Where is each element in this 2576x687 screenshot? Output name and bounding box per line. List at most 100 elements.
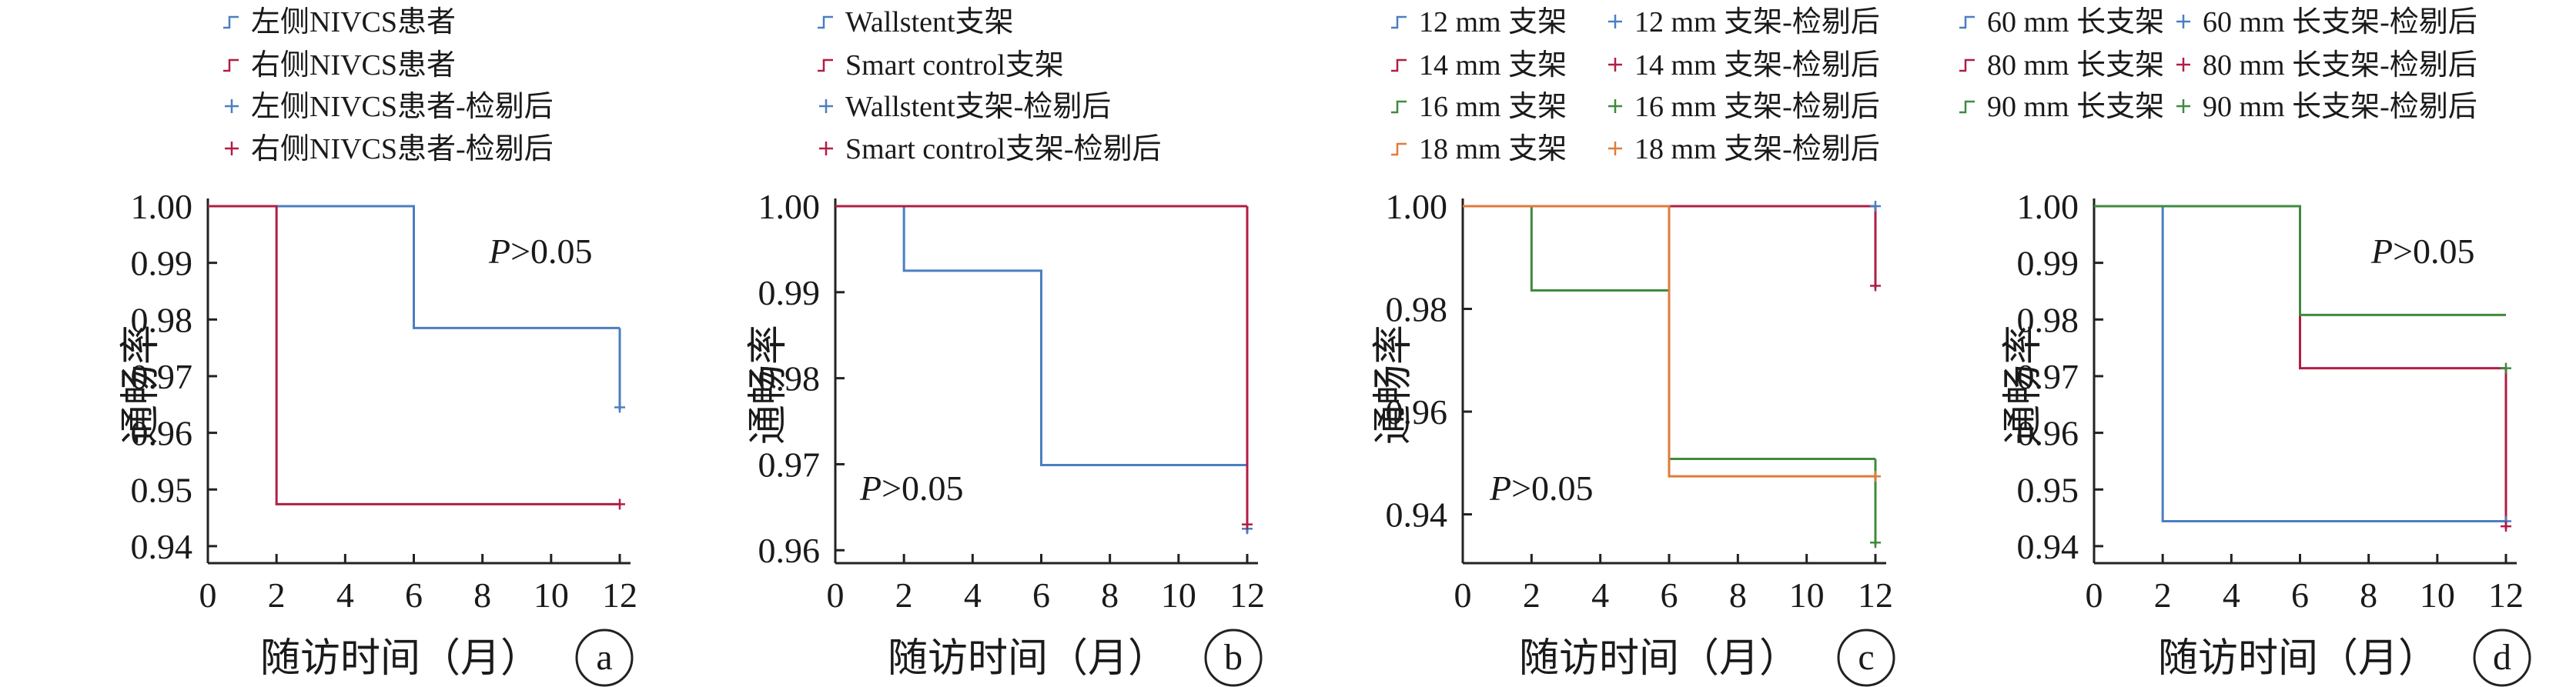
legend-entry: 80 mm 长支架-检剔后 [2176,49,2477,82]
y-axis-title: 通畅率 [119,325,163,445]
p-value-annotation: P>0.05 [2370,232,2475,271]
x-tick-label: 12 [602,575,637,615]
y-axis-title: 通畅率 [2002,325,2046,445]
legend-label: 右侧NIVCS患者 [251,49,456,82]
p-value-annotation: P>0.05 [859,469,964,508]
censor-mark [1870,471,1881,482]
legend-label: 80 mm 长支架-检剔后 [2203,49,2477,82]
censor-mark [1870,537,1881,549]
legend-label: Smart control支架 [845,49,1064,82]
legend-label: Wallstent支架-检剔后 [845,91,1111,123]
y-tick-label: 0.95 [2017,470,2079,509]
legend-step-icon [1959,58,1975,72]
y-tick-label: 1.00 [131,187,193,226]
legend-label: 60 mm 长支架-检剔后 [2203,6,2477,38]
panel-letter-circle [1837,629,1895,687]
legend-step-icon [1391,58,1407,72]
panel-letter: d [2493,637,2511,678]
x-tick-label: 6 [1032,575,1050,615]
y-tick-label: 0.98 [1386,290,1448,329]
censor-mark [1870,280,1881,292]
legend-entry: 右侧NIVCS患者-检剔后 [225,133,554,165]
legend-entry: 12 mm 支架 [1391,6,1567,38]
legend-entry: 90 mm 长支架-检剔后 [2176,91,2477,123]
legend-label: 左侧NIVCS患者 [251,6,456,38]
censor-mark [1242,519,1253,530]
censor-mark [1870,201,1881,212]
x-tick-label: 2 [268,575,286,615]
panel-d: 0 2 4 6 8 10 12 1.00 0.99 0.98 0.97 0.96 0.95 0.94 通畅率… [1959,6,2531,687]
legend-entry: 14 mm 支架 [1391,49,1567,82]
panel-letter-circle [1204,629,1263,687]
panel-letter: a [596,637,612,678]
legend-entry: Wallstent支架 [818,6,1014,38]
legend-label: 14 mm 支架 [1419,49,1567,82]
x-tick-label: 8 [473,575,491,615]
x-tick-label: 6 [1661,575,1678,615]
y-tick-label: 0.96 [131,414,193,453]
y-axis-title: 通畅率 [747,325,791,445]
y-axis-title: 通畅率 [1372,325,1416,445]
x-tick-label: 10 [534,575,569,615]
km-curve-3 [1463,205,1875,478]
y-tick-label: 0.94 [1386,495,1448,535]
x-tick-label: 6 [405,575,423,615]
x-axis-title: 随访时间（月） [888,637,1168,681]
y-tick-label: 0.96 [2017,414,2079,453]
legend-entry: 18 mm 支架 [1391,133,1567,165]
km-curve-2 [2094,205,2506,316]
legend-label: Wallstent支架 [845,6,1014,38]
legend-label: 90 mm 长支架 [1987,91,2164,123]
y-tick-label: 0.97 [2017,357,2079,396]
legend-entry: Smart control支架 [818,49,1064,82]
legend-label: 左侧NIVCS患者-检剔后 [251,91,554,123]
legend-step-icon [1391,100,1407,114]
censor-mark [2501,362,2511,374]
y-tick-label: 0.94 [131,527,193,566]
legend-label: 12 mm 支架 [1419,6,1567,38]
legend-label: 60 mm 长支架 [1987,6,2164,38]
x-tick-label: 4 [964,575,982,615]
y-tick-label: 0.99 [131,244,193,283]
legend-step-icon [818,15,833,29]
y-tick-label: 0.98 [758,359,821,399]
legend-step-icon [1959,15,1975,29]
legend-label: 14 mm 支架-检剔后 [1634,49,1880,82]
y-tick-label: 0.94 [2017,527,2079,566]
y-tick-label: 0.95 [131,470,193,509]
y-tick-label: 0.99 [758,273,821,312]
x-tick-label: 10 [1161,575,1196,615]
panel-letter-circle [2473,629,2531,687]
x-tick-label: 12 [1858,575,1893,615]
x-axis-title: 随访时间（月） [1519,637,1799,681]
legend-entry: 16 mm 支架 [1391,91,1567,123]
y-tick-label: 0.96 [758,531,821,570]
y-tick-label: 0.99 [2017,244,2079,283]
legend-label: 80 mm 长支架 [1987,49,2164,82]
x-tick-label: 8 [2360,575,2377,615]
x-axis-title: 随访时间（月） [2158,637,2438,681]
legend-entry: 80 mm 长支架 [1959,49,2164,82]
x-tick-label: 2 [1523,575,1541,615]
x-axis-title: 随访时间（月） [260,637,540,681]
legend-entry: 90 mm 长支架 [1959,91,2164,123]
x-tick-label: 4 [1591,575,1609,615]
x-tick-label: 0 [1454,575,1472,615]
legend-entry: Smart control支架-检剔后 [819,133,1162,165]
legend-label: 16 mm 支架 [1419,91,1567,123]
x-tick-label: 8 [1729,575,1747,615]
legend-label: 右侧NIVCS患者-检剔后 [251,133,554,165]
y-tick-label: 1.00 [758,187,821,226]
y-tick-label: 0.98 [131,300,193,339]
legend-entry: Wallstent支架-检剔后 [819,91,1111,123]
km-curve-0 [835,205,1247,467]
y-tick-label: 0.96 [1386,392,1448,432]
legend-entry: 14 mm 支架-检剔后 [1608,49,1880,82]
panel-a: 0 2 4 6 8 10 12 1.00 0.99 0.98 0.97 0.96 0.95 0.94 通畅率… [119,6,637,687]
legend-step-icon [223,15,239,29]
y-tick-label: 0.97 [758,445,821,484]
legend-label: 18 mm 支架 [1419,133,1567,165]
legend-label: 12 mm 支架-检剔后 [1634,6,1880,38]
